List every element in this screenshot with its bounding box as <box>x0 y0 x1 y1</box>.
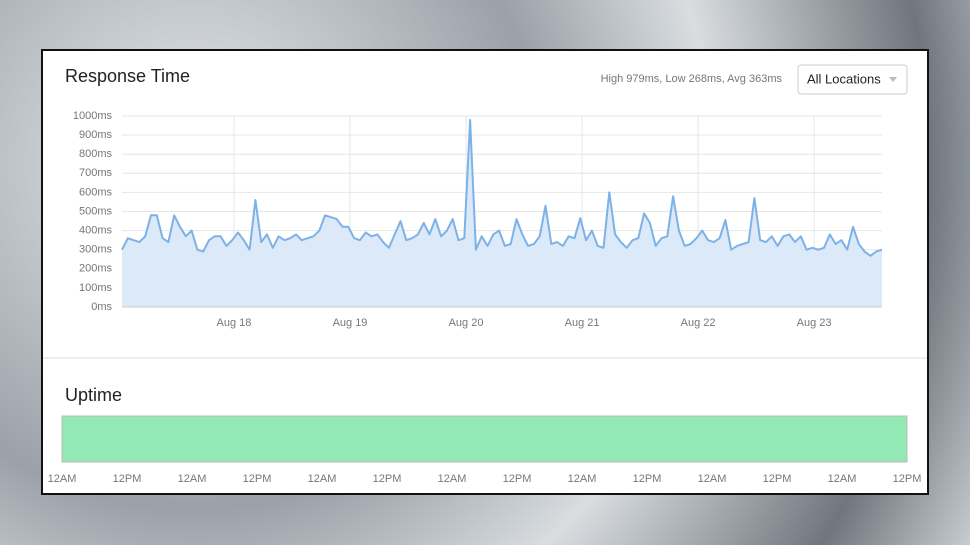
chart-title: Response Time <box>65 66 190 86</box>
x-tick-label: 12PM <box>503 473 532 485</box>
x-tick-label: Aug 23 <box>797 317 832 329</box>
dropdown-box[interactable] <box>797 64 908 95</box>
location-dropdown[interactable]: All Locations <box>797 64 908 95</box>
x-tick-label: 12AM <box>698 473 727 485</box>
x-tick-label: 12AM <box>438 473 467 485</box>
uptime-title: Uptime <box>65 385 122 405</box>
line <box>121 119 883 257</box>
x-tick-label: 12AM <box>568 473 597 485</box>
dropdown-caret <box>889 77 897 82</box>
x-tick-label: Aug 21 <box>565 317 600 329</box>
x-tick-label: 12PM <box>113 473 142 485</box>
y-tick-label: 400ms <box>79 225 113 237</box>
x-tick-label: Aug 20 <box>449 317 484 329</box>
x-tick-label: 12AM <box>828 473 857 485</box>
x-tick-label: 12PM <box>633 473 662 485</box>
y-tick-label: 600ms <box>79 186 113 198</box>
y-tick-label: 1000ms <box>73 110 113 122</box>
y-tick-label: 800ms <box>79 148 113 160</box>
y-tick-label: 900ms <box>79 129 113 141</box>
y-tick-label: 500ms <box>79 205 113 217</box>
x-tick-label: 12AM <box>48 473 77 485</box>
x-tick-label: Aug 19 <box>333 317 368 329</box>
dropdown-label[interactable]: All Locations <box>807 71 881 86</box>
x-tick-label: Aug 18 <box>217 317 252 329</box>
uptime-bar <box>61 415 908 463</box>
x-tick-label: 12PM <box>763 473 792 485</box>
y-tick-label: 200ms <box>79 263 113 275</box>
y-tick-label: 0ms <box>91 301 112 313</box>
x-tick-label: 12PM <box>373 473 402 485</box>
area <box>122 120 882 307</box>
x-tick-label: Aug 22 <box>681 317 716 329</box>
y-tick-label: 700ms <box>79 167 113 179</box>
y-tick-label: 300ms <box>79 244 113 256</box>
x-tick-label: 12PM <box>243 473 272 485</box>
x-tick-label: 12AM <box>308 473 337 485</box>
x-tick-label: 12PM <box>893 473 922 485</box>
y-tick-label: 100ms <box>79 282 113 294</box>
x-tick-label: 12AM <box>178 473 207 485</box>
stats-summary: High 979ms, Low 268ms, Avg 363ms <box>601 73 783 85</box>
